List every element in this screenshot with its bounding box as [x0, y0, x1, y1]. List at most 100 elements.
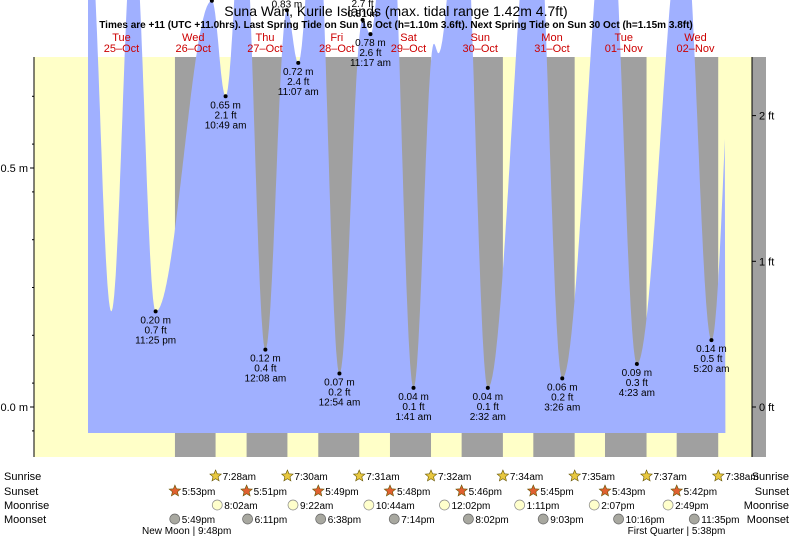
sunrise-time: 7:35am	[582, 472, 615, 483]
tide-point	[560, 376, 564, 380]
moonset-time: 8:02pm	[475, 515, 508, 526]
right-tick-label: 1 ft	[759, 256, 774, 268]
row-label-right: Moonset	[747, 514, 789, 526]
left-tick-label: 0.0 m	[0, 402, 28, 414]
day-labels: Tue25–OctWed26–OctThu27–OctFri28–OctSat2…	[104, 32, 715, 55]
sunset-time: 5:49pm	[325, 487, 358, 498]
moonset-time: 5:49pm	[182, 515, 215, 526]
sunrise-icon	[569, 470, 580, 481]
tide-point	[486, 386, 490, 390]
chart-subtitle: Times are +11 (UTC +11.0hrs). Last Sprin…	[99, 20, 693, 31]
sunrise-time: 7:37am	[654, 472, 687, 483]
chart-title: Suna Wan, Kurile Islands (max. tidal ran…	[224, 3, 567, 19]
moonset-icon	[316, 514, 326, 524]
moonset-icon	[463, 514, 473, 524]
tide-point	[263, 348, 267, 352]
day-date-label: 26–Oct	[176, 43, 211, 55]
tide-time-label: 12:54 am	[319, 398, 361, 409]
moonrise-time: 8:02am	[224, 501, 257, 512]
tide-time-label: 11:07 am	[278, 87, 319, 98]
moonrise-time: 10:44am	[376, 501, 415, 512]
tide-time-label: 12:08 am	[245, 374, 287, 385]
tide-point	[296, 61, 300, 65]
moonrise-time: 1:11pm	[527, 501, 560, 512]
row-label-right: Moonrise	[744, 500, 789, 512]
moonrise-icon	[589, 500, 599, 510]
moonset-time: 6:38pm	[328, 515, 361, 526]
sunrise-icon	[210, 470, 221, 481]
moonrise-icon	[288, 500, 298, 510]
day-date-label: 02–Nov	[677, 43, 715, 55]
day-date-label: 01–Nov	[605, 43, 643, 55]
moonset-icon	[243, 514, 253, 524]
moon-phase-note: New Moon | 9:48pm	[142, 526, 231, 537]
moonrise-time: 12:02pm	[451, 501, 490, 512]
left-tick-label: 0.5 m	[0, 163, 28, 175]
moonset-time: 9:03pm	[550, 515, 583, 526]
tide-time-label: 4:23 am	[619, 388, 655, 399]
sunrise-time: 7:38am	[725, 472, 758, 483]
sunrise-icon	[354, 470, 365, 481]
moonset-icon	[689, 514, 699, 524]
sunset-icon	[313, 485, 324, 496]
sunset-icon	[528, 485, 539, 496]
sunrise-icon	[497, 470, 508, 481]
right-tick-label: 2 ft	[759, 111, 774, 123]
row-label-right: Sunset	[755, 486, 789, 498]
moonset-icon	[614, 514, 624, 524]
tide-point	[368, 32, 372, 36]
tide-time-label: 11:25 pm	[135, 335, 176, 346]
tide-time-label: 11:17 am	[350, 58, 391, 69]
sunset-icon	[384, 485, 395, 496]
sunset-time: 5:42pm	[684, 487, 717, 498]
moonrise-icon	[663, 500, 673, 510]
sunset-time: 5:48pm	[397, 487, 430, 498]
moonrise-icon	[364, 500, 374, 510]
tide-point	[635, 362, 639, 366]
sunset-icon	[671, 485, 682, 496]
day-date-label: 29–Oct	[391, 43, 426, 55]
sunset-icon	[599, 485, 610, 496]
moonrise-time: 2:49pm	[675, 501, 708, 512]
moonset-time: 11:35pm	[701, 515, 739, 526]
moonset-time: 10:16pm	[626, 515, 665, 526]
row-label-left: Sunset	[4, 486, 38, 498]
day-date-label: 30–Oct	[463, 43, 498, 55]
sunset-time: 5:45pm	[540, 487, 573, 498]
tide-point	[337, 372, 341, 376]
sunrise-icon	[713, 470, 724, 481]
moonset-icon	[170, 514, 180, 524]
moonrise-time: 9:22am	[300, 501, 333, 512]
tide-time-label: 3:26 am	[544, 402, 580, 413]
day-date-label: 28–Oct	[319, 43, 354, 55]
sunrise-icon	[641, 470, 652, 481]
moon-phase-note: First Quarter | 5:38pm	[628, 526, 726, 537]
moonrise-icon	[515, 500, 525, 510]
tide-point	[709, 338, 713, 342]
sunrise-time: 7:30am	[294, 472, 327, 483]
row-label-left: Moonset	[4, 514, 46, 526]
moonset-time: 6:11pm	[255, 515, 288, 526]
tide-point	[224, 94, 228, 98]
moonrise-time: 2:07pm	[601, 501, 634, 512]
moonset-icon	[389, 514, 399, 524]
sunrise-time: 7:34am	[510, 472, 543, 483]
tide-time-label: 2:32 am	[470, 412, 506, 423]
sunset-time: 5:46pm	[469, 487, 502, 498]
row-label-left: Sunrise	[4, 471, 41, 483]
moonrise-icon	[212, 500, 222, 510]
tide-time-label: 10:49 am	[205, 120, 247, 131]
sunrise-icon	[282, 470, 293, 481]
tide-point	[154, 309, 158, 313]
tide-m-label: 0.85 m	[197, 0, 228, 1]
sunset-time: 5:43pm	[612, 487, 645, 498]
moonset-time: 7:14pm	[401, 515, 434, 526]
row-label-left: Moonrise	[4, 500, 49, 512]
day-date-label: 31–Oct	[534, 43, 569, 55]
day-date-label: 27–Oct	[247, 43, 282, 55]
sunset-icon	[241, 485, 252, 496]
sunset-time: 5:53pm	[182, 487, 215, 498]
